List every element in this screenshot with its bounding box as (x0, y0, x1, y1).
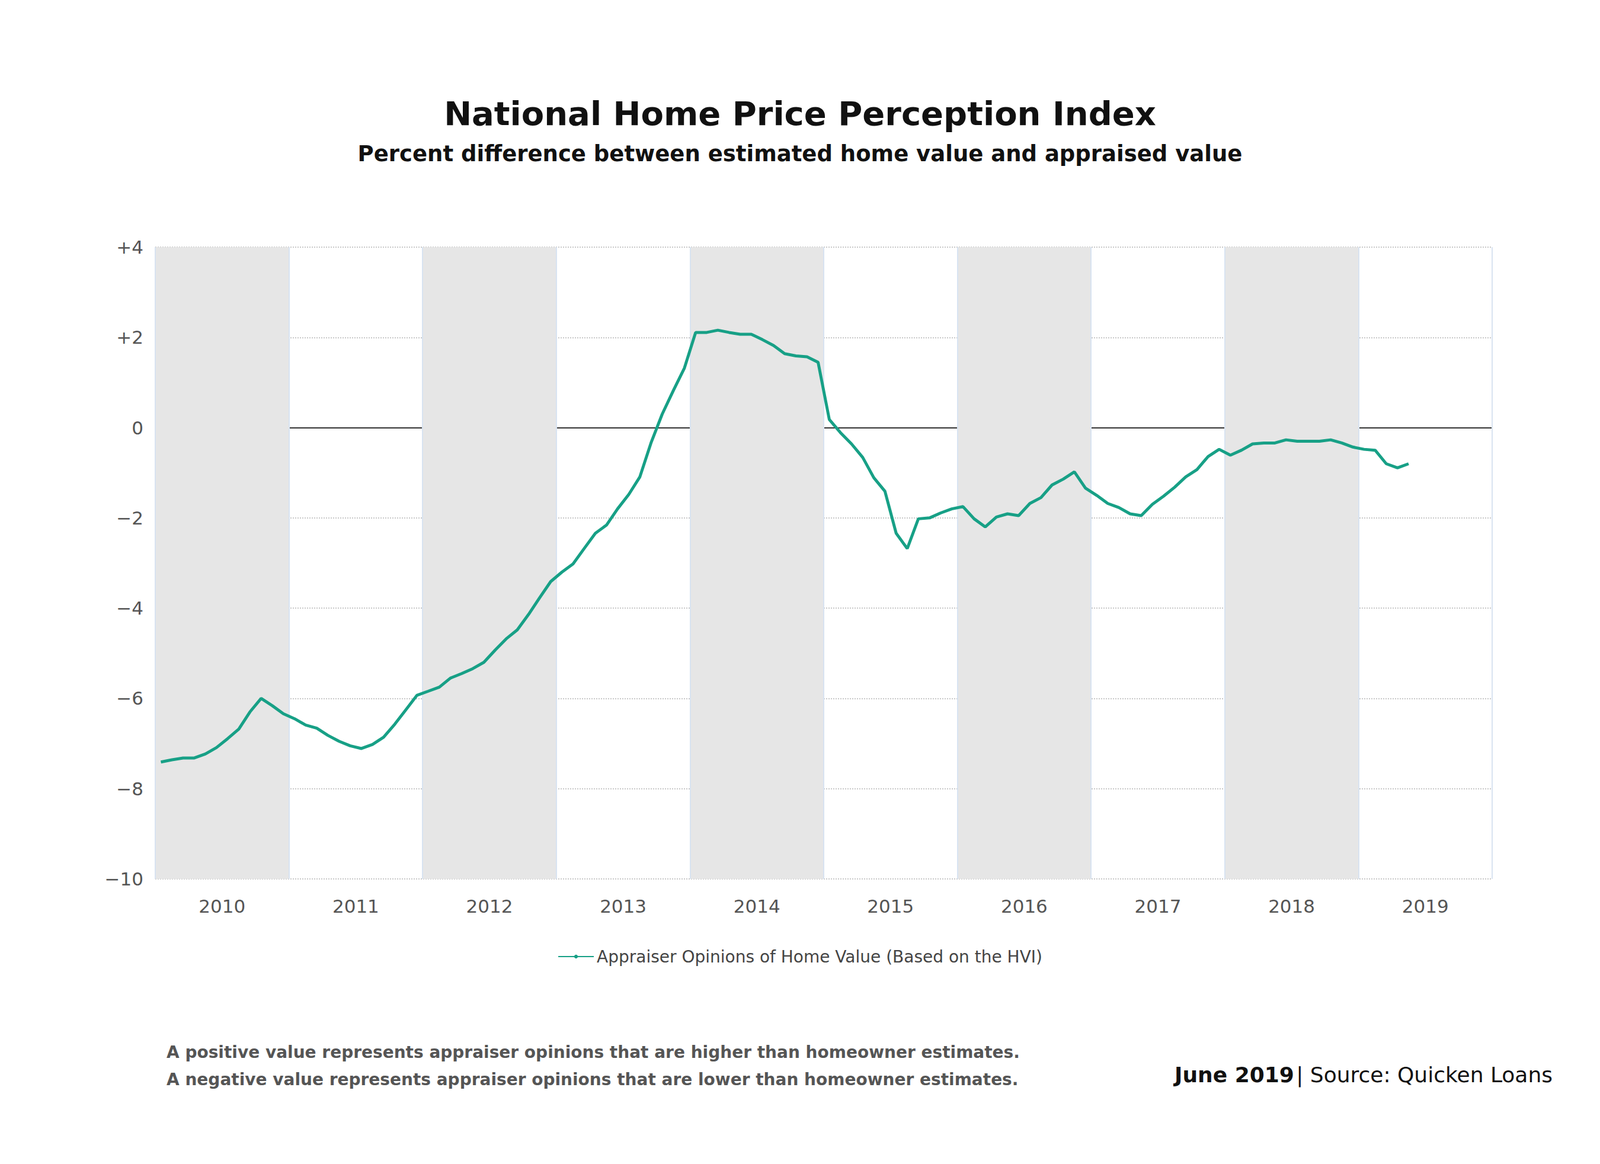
svg-text:−2: −2 (116, 507, 144, 529)
svg-text:| Source: Quicken Loans: | Source: Quicken Loans (1296, 1062, 1553, 1088)
svg-text:2015: 2015 (866, 895, 914, 917)
svg-text:2012: 2012 (466, 895, 514, 917)
svg-text:2016: 2016 (1000, 895, 1048, 917)
svg-text:−6: −6 (116, 687, 144, 709)
svg-text:June 2019: June 2019 (1172, 1062, 1295, 1087)
svg-text:2011: 2011 (332, 895, 380, 917)
svg-text:0: 0 (131, 417, 144, 439)
svg-text:+4: +4 (116, 236, 144, 258)
svg-text:−10: −10 (104, 868, 144, 890)
svg-text:Percent difference between est: Percent difference between estimated hom… (357, 141, 1243, 167)
svg-text:−4: −4 (116, 597, 144, 619)
svg-text:2010: 2010 (198, 895, 246, 917)
svg-text:2017: 2017 (1134, 895, 1182, 917)
svg-text:−8: −8 (116, 778, 144, 800)
svg-text:A negative value represents ap: A negative value represents appraiser op… (166, 1069, 1019, 1090)
svg-text:2013: 2013 (599, 895, 647, 917)
svg-text:National Home Price Perception: National Home Price Perception Index (443, 94, 1157, 133)
svg-text:2014: 2014 (733, 895, 781, 917)
svg-text:Appraiser Opinions of Home Val: Appraiser Opinions of Home Value (Based … (596, 946, 1043, 967)
svg-text:+2: +2 (116, 326, 144, 348)
svg-text:2019: 2019 (1402, 895, 1449, 917)
svg-text:A positive value represents ap: A positive value represents appraiser op… (166, 1042, 1020, 1062)
svg-text:2018: 2018 (1268, 895, 1315, 917)
